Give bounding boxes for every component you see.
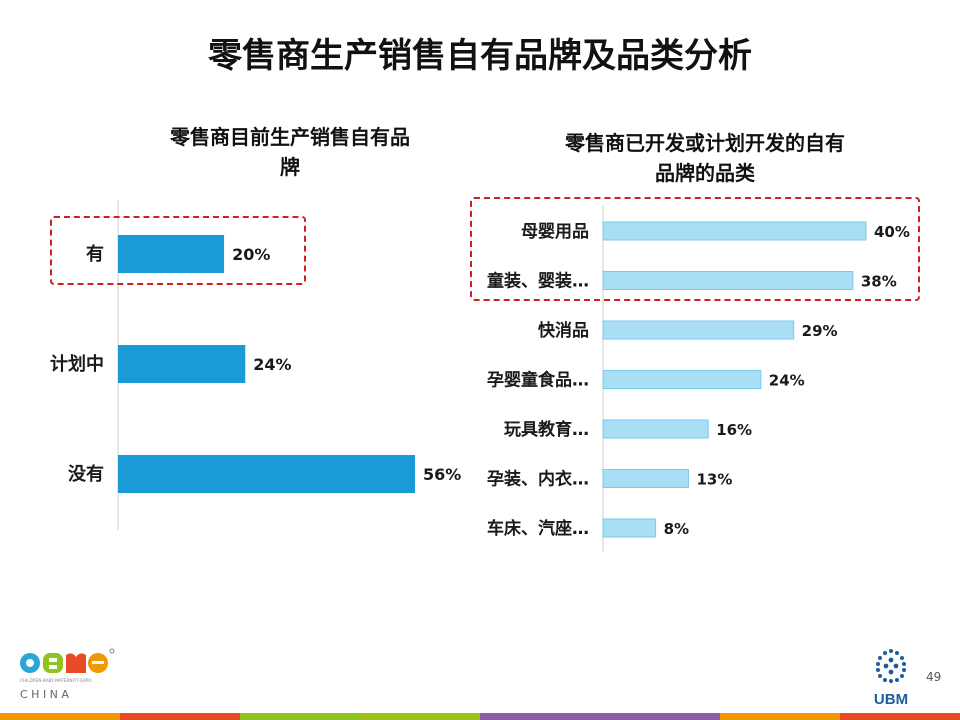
- right-chart-title: 零售商已开发或计划开发的自有 品牌的品类: [500, 128, 910, 188]
- bar-0: [118, 235, 225, 273]
- value-label-5: 13%: [696, 471, 732, 489]
- category-label-2: 快消品: [538, 320, 589, 341]
- category-label-6: 车床、汽座…: [487, 518, 589, 539]
- category-label-0: 母婴用品: [521, 222, 589, 242]
- category-label-0: 有: [86, 243, 104, 265]
- left-chart-title-line-1: 零售商目前生产销售自有品: [170, 125, 410, 149]
- value-label-1: 38%: [861, 273, 897, 291]
- value-label-1: 24%: [253, 355, 291, 374]
- cbme-region: C H I N A: [20, 688, 69, 701]
- bar-2: [602, 320, 795, 340]
- right-bar-chart: 母婴用品 40% 童装、婴装… 38% 快消品 29% 孕婴童食品… 24% 玩具教育… 16% 孕…: [487, 205, 910, 552]
- stripe-segment-3: [360, 713, 480, 720]
- value-label-0: 20%: [232, 245, 270, 264]
- cbme-logo: CHILDREN·BABY·MATERNITY·EXPO C H I N A: [20, 648, 115, 701]
- left-highlight-box: [50, 216, 306, 285]
- category-label-1: 计划中: [50, 353, 104, 375]
- value-label-3: 24%: [769, 372, 805, 390]
- left-chart-title: 零售商目前生产销售自有品 牌: [120, 122, 460, 182]
- right-highlight-box: [470, 197, 920, 301]
- bar-5: [602, 469, 689, 488]
- stripe-segment-0: [0, 713, 120, 720]
- stripe-segment-4: [480, 713, 600, 720]
- bar-4: [602, 419, 709, 439]
- category-label-4: 玩具教育…: [504, 419, 589, 440]
- cbme-tagline: CHILDREN·BABY·MATERNITY·EXPO: [20, 678, 92, 683]
- stripe-segment-2: [240, 713, 360, 720]
- bottom-color-stripe: [0, 713, 960, 720]
- stripe-segment-1: [120, 713, 240, 720]
- category-label-2: 没有: [68, 463, 104, 485]
- bar-2: [118, 455, 415, 493]
- category-label-3: 孕婴童食品…: [487, 370, 589, 391]
- category-label-5: 孕装、内衣…: [487, 469, 589, 490]
- value-label-2: 56%: [423, 465, 461, 484]
- ubm-wordmark: UBM: [874, 691, 908, 708]
- bar-6: [602, 518, 657, 538]
- value-label-2: 29%: [802, 322, 838, 340]
- stripe-segment-5: [600, 713, 720, 720]
- category-label-1: 童装、婴装…: [487, 271, 589, 292]
- page-number: 49: [926, 670, 942, 684]
- bar-1: [118, 345, 246, 383]
- page-title: 零售商生产销售自有品牌及品类分析: [208, 36, 752, 76]
- left-chart-title-line-2: 牌: [280, 155, 300, 179]
- ubm-logo: UBM: [874, 649, 908, 708]
- right-chart-title-line-1: 零售商已开发或计划开发的自有: [565, 131, 845, 155]
- value-label-0: 40%: [874, 223, 910, 241]
- stripe-segment-6: [720, 713, 840, 720]
- stripe-segment-7: [840, 713, 960, 720]
- right-chart-title-line-2: 品牌的品类: [655, 161, 755, 185]
- value-label-4: 16%: [716, 421, 752, 439]
- left-bar-chart: 有 20% 计划中 24% 没有 56%: [50, 200, 461, 530]
- bar-0: [602, 221, 867, 241]
- bar-3: [602, 370, 762, 389]
- value-label-6: 8%: [664, 520, 689, 538]
- bar-1: [602, 271, 854, 290]
